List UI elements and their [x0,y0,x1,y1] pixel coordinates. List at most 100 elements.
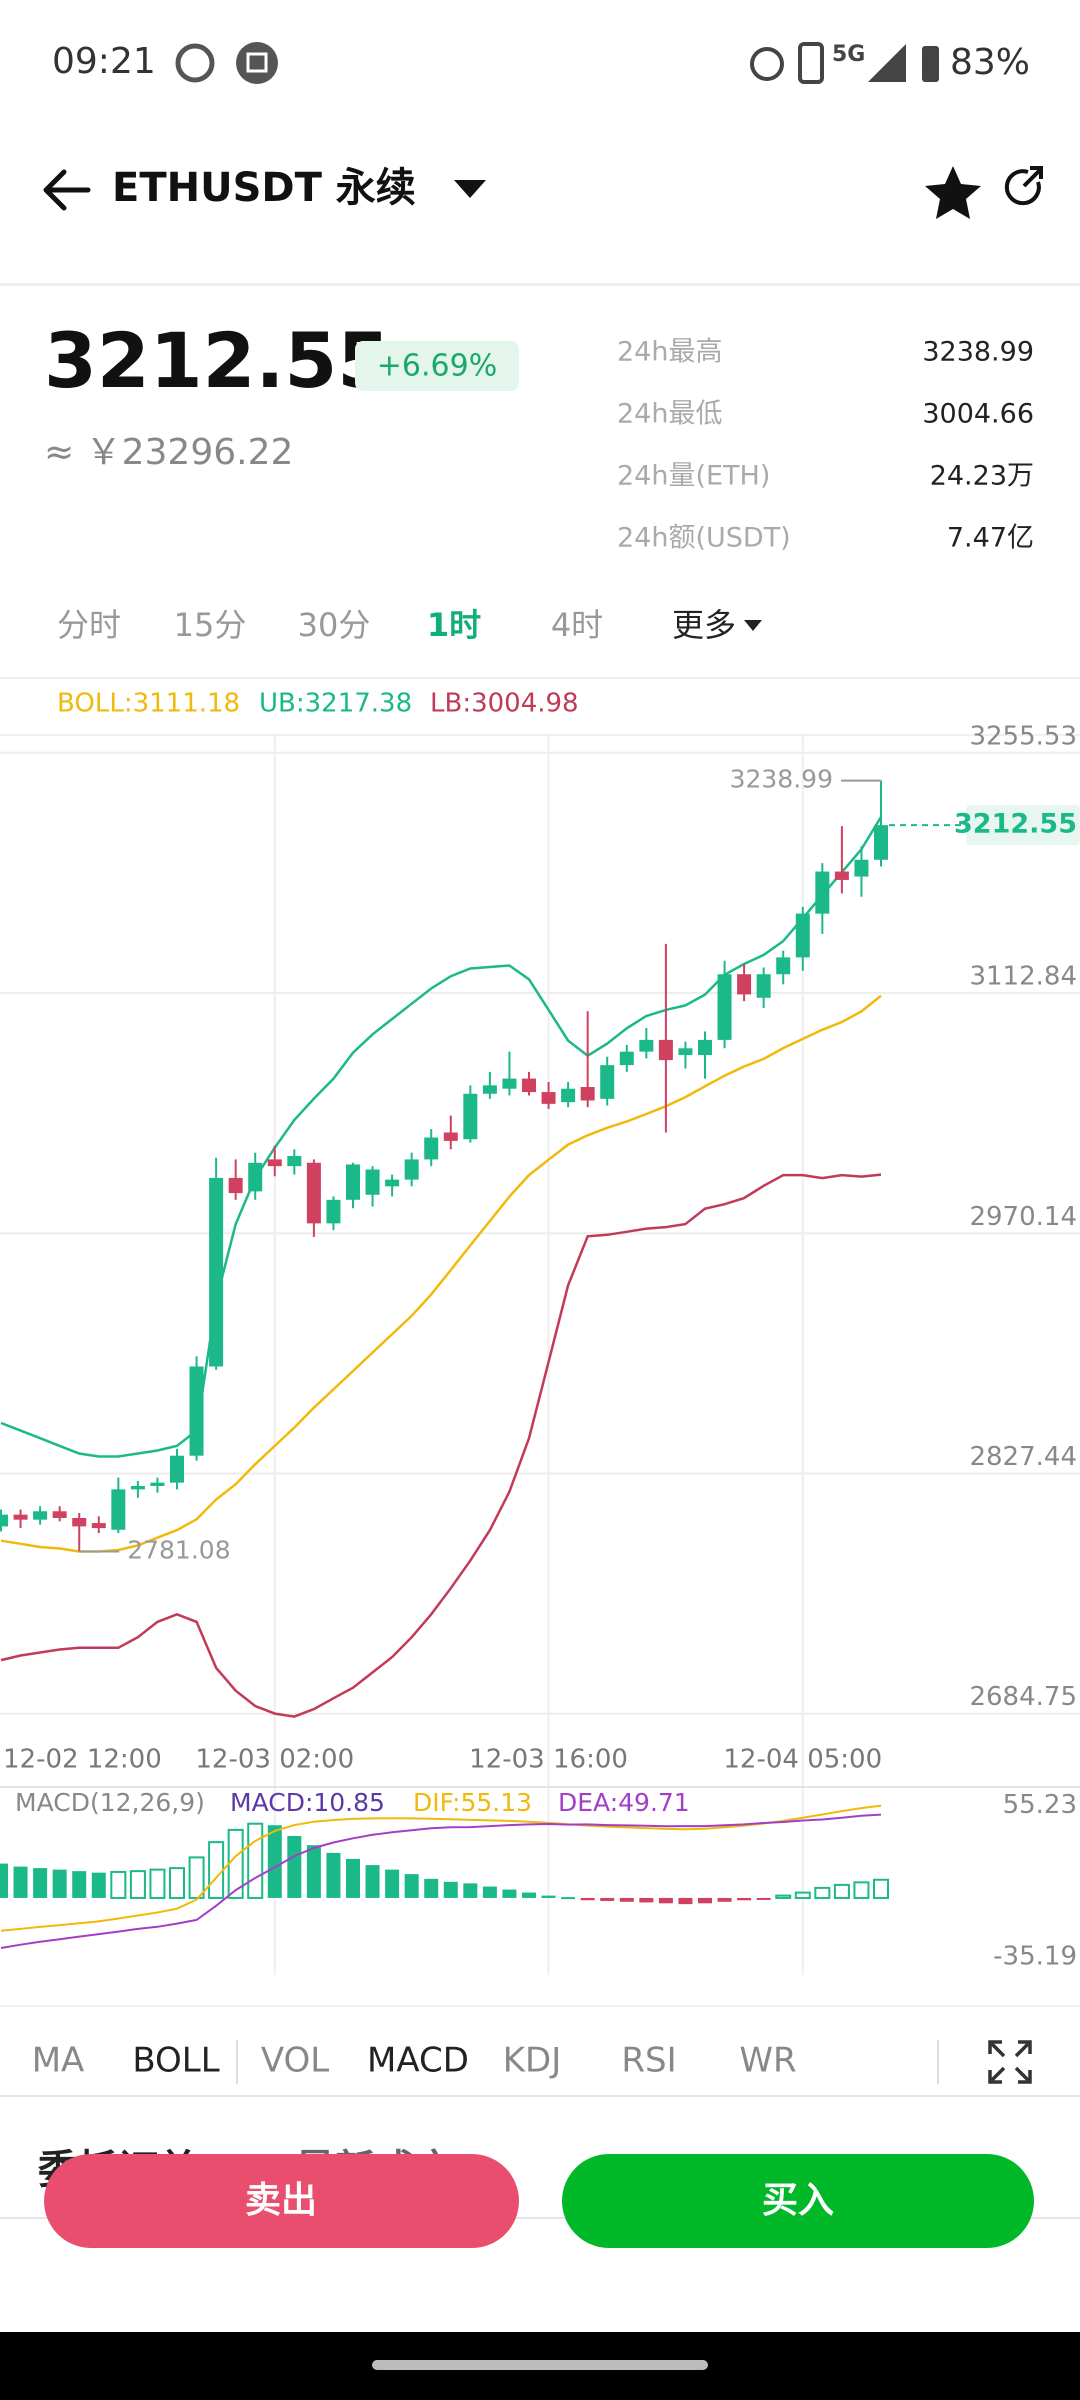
macd-bar [698,1897,712,1904]
candle-body [326,1199,341,1224]
candle-body [561,1088,576,1103]
macd-bar [482,1886,497,1898]
dropdown-caret[interactable] [744,620,762,631]
back-button[interactable] [43,169,91,211]
macd-bar [580,1897,595,1901]
divider [0,677,1080,679]
interval-tab[interactable]: 15分 [174,606,247,644]
sim-icon [798,42,824,84]
interval-tab[interactable]: 更多 [672,606,736,644]
low-label: 2781.08 [127,1536,230,1565]
boll-line [0,816,883,1458]
indicator-tab[interactable]: RSI [621,2041,676,2081]
indicator-tab[interactable]: WR [739,2041,796,2081]
back-arrow[interactable] [43,169,91,211]
macd-bar [326,1852,341,1898]
share-arrow[interactable] [1022,166,1043,188]
candle-body [33,1511,48,1520]
macd-bar [833,1883,850,1899]
macd-bar [639,1897,654,1903]
macd-bar [287,1835,302,1898]
indicator-tab[interactable]: KDJ [503,2041,562,2081]
candle-body [228,1177,243,1194]
macd-bar [33,1868,48,1898]
candle-body [678,1048,693,1056]
interval-tab[interactable]: 4时 [551,606,603,644]
macd-bar [208,1841,225,1899]
home-indicator[interactable] [372,2360,708,2370]
candle-body [522,1078,536,1093]
buy-label[interactable]: 买入 [762,2180,834,2221]
buy-button[interactable] [562,2154,1034,2248]
macd-bar [149,1868,166,1899]
macd-bar [91,1872,106,1898]
signal-icon [868,44,906,82]
macd-bar [756,1897,771,1900]
candle-body [482,1085,497,1094]
stat-label: 24h额(USDT) [617,523,791,554]
candle-body [619,1051,634,1066]
stats: 24h最高 3238.99 24h最低 3004.66 24h量(ETH) 24.23万 2… [617,337,1034,554]
symbol-dropdown[interactable] [454,180,486,198]
indicator-tab[interactable]: BOLL [132,2041,219,2081]
candle-body [541,1092,556,1104]
alarm-icon [750,47,784,81]
divider [0,1786,1080,1788]
y-tick-label: 3112.84 [969,962,1077,992]
interval-tab[interactable]: 30分 [298,606,371,644]
candle-body [658,1039,673,1061]
app-icon [236,42,278,84]
fullscreen-icon[interactable] [988,2040,1032,2084]
stat-value: 3238.99 [922,337,1034,368]
macd-bar [267,1825,282,1898]
indicator-tab[interactable]: MA [32,2041,85,2081]
macd-bar [404,1874,419,1898]
macd-bar [794,1891,811,1899]
candle-body [834,871,849,880]
change-badge [355,341,519,391]
interval-tabs: 分时 15分 30分 1时 4时 更多 [57,606,762,644]
macd-bar [853,1881,870,1899]
macd-bar [502,1889,517,1898]
candle-body [267,1159,282,1167]
macd-bar [717,1897,732,1902]
symbol-title[interactable]: ETHUSDT 永续 [112,165,416,211]
macd-bar [600,1897,615,1901]
sell-label[interactable]: 卖出 [245,2180,317,2221]
candle-body [463,1093,478,1140]
candle-body [13,1514,28,1520]
macd-bar [541,1895,556,1898]
macd-bar [463,1883,478,1898]
candle-body [52,1511,67,1518]
y-tick-label: 2827.44 [969,1442,1077,1472]
indicator-tabs: MA BOLL VOL MACD KDJ RSI WR [32,2041,797,2081]
candle-body [854,859,869,877]
macd-bar [52,1869,67,1898]
favorite-star[interactable] [925,166,981,219]
macd-bar [775,1894,792,1899]
boll-line [0,1173,882,1718]
divider [0,2095,1080,2097]
indicator-tab[interactable]: VOL [261,2041,329,2081]
share-icon[interactable] [1004,169,1041,206]
interval-tab[interactable]: 1时 [427,606,481,644]
candle-body [717,974,732,1040]
legend-entry: BOLL:3111.18 [57,689,240,719]
legend-entry: MACD:10.85 [230,1788,385,1817]
candle-body [424,1137,439,1160]
sell-button[interactable] [44,2154,519,2248]
candle-body [346,1164,360,1200]
interval-tab[interactable]: 分时 [57,606,121,644]
candle-body [248,1162,263,1192]
candle-body [91,1523,106,1529]
candle-body [600,1065,615,1099]
battery-level: 83% [950,42,1030,83]
divider [0,2217,1080,2219]
macd-bar [129,1870,146,1899]
y-tick-label: 2970.14 [969,1202,1077,1232]
candle-body [776,957,791,975]
indicator-tab[interactable]: MACD [367,2041,469,2081]
candle-body [72,1517,87,1527]
candle-body [150,1482,165,1487]
